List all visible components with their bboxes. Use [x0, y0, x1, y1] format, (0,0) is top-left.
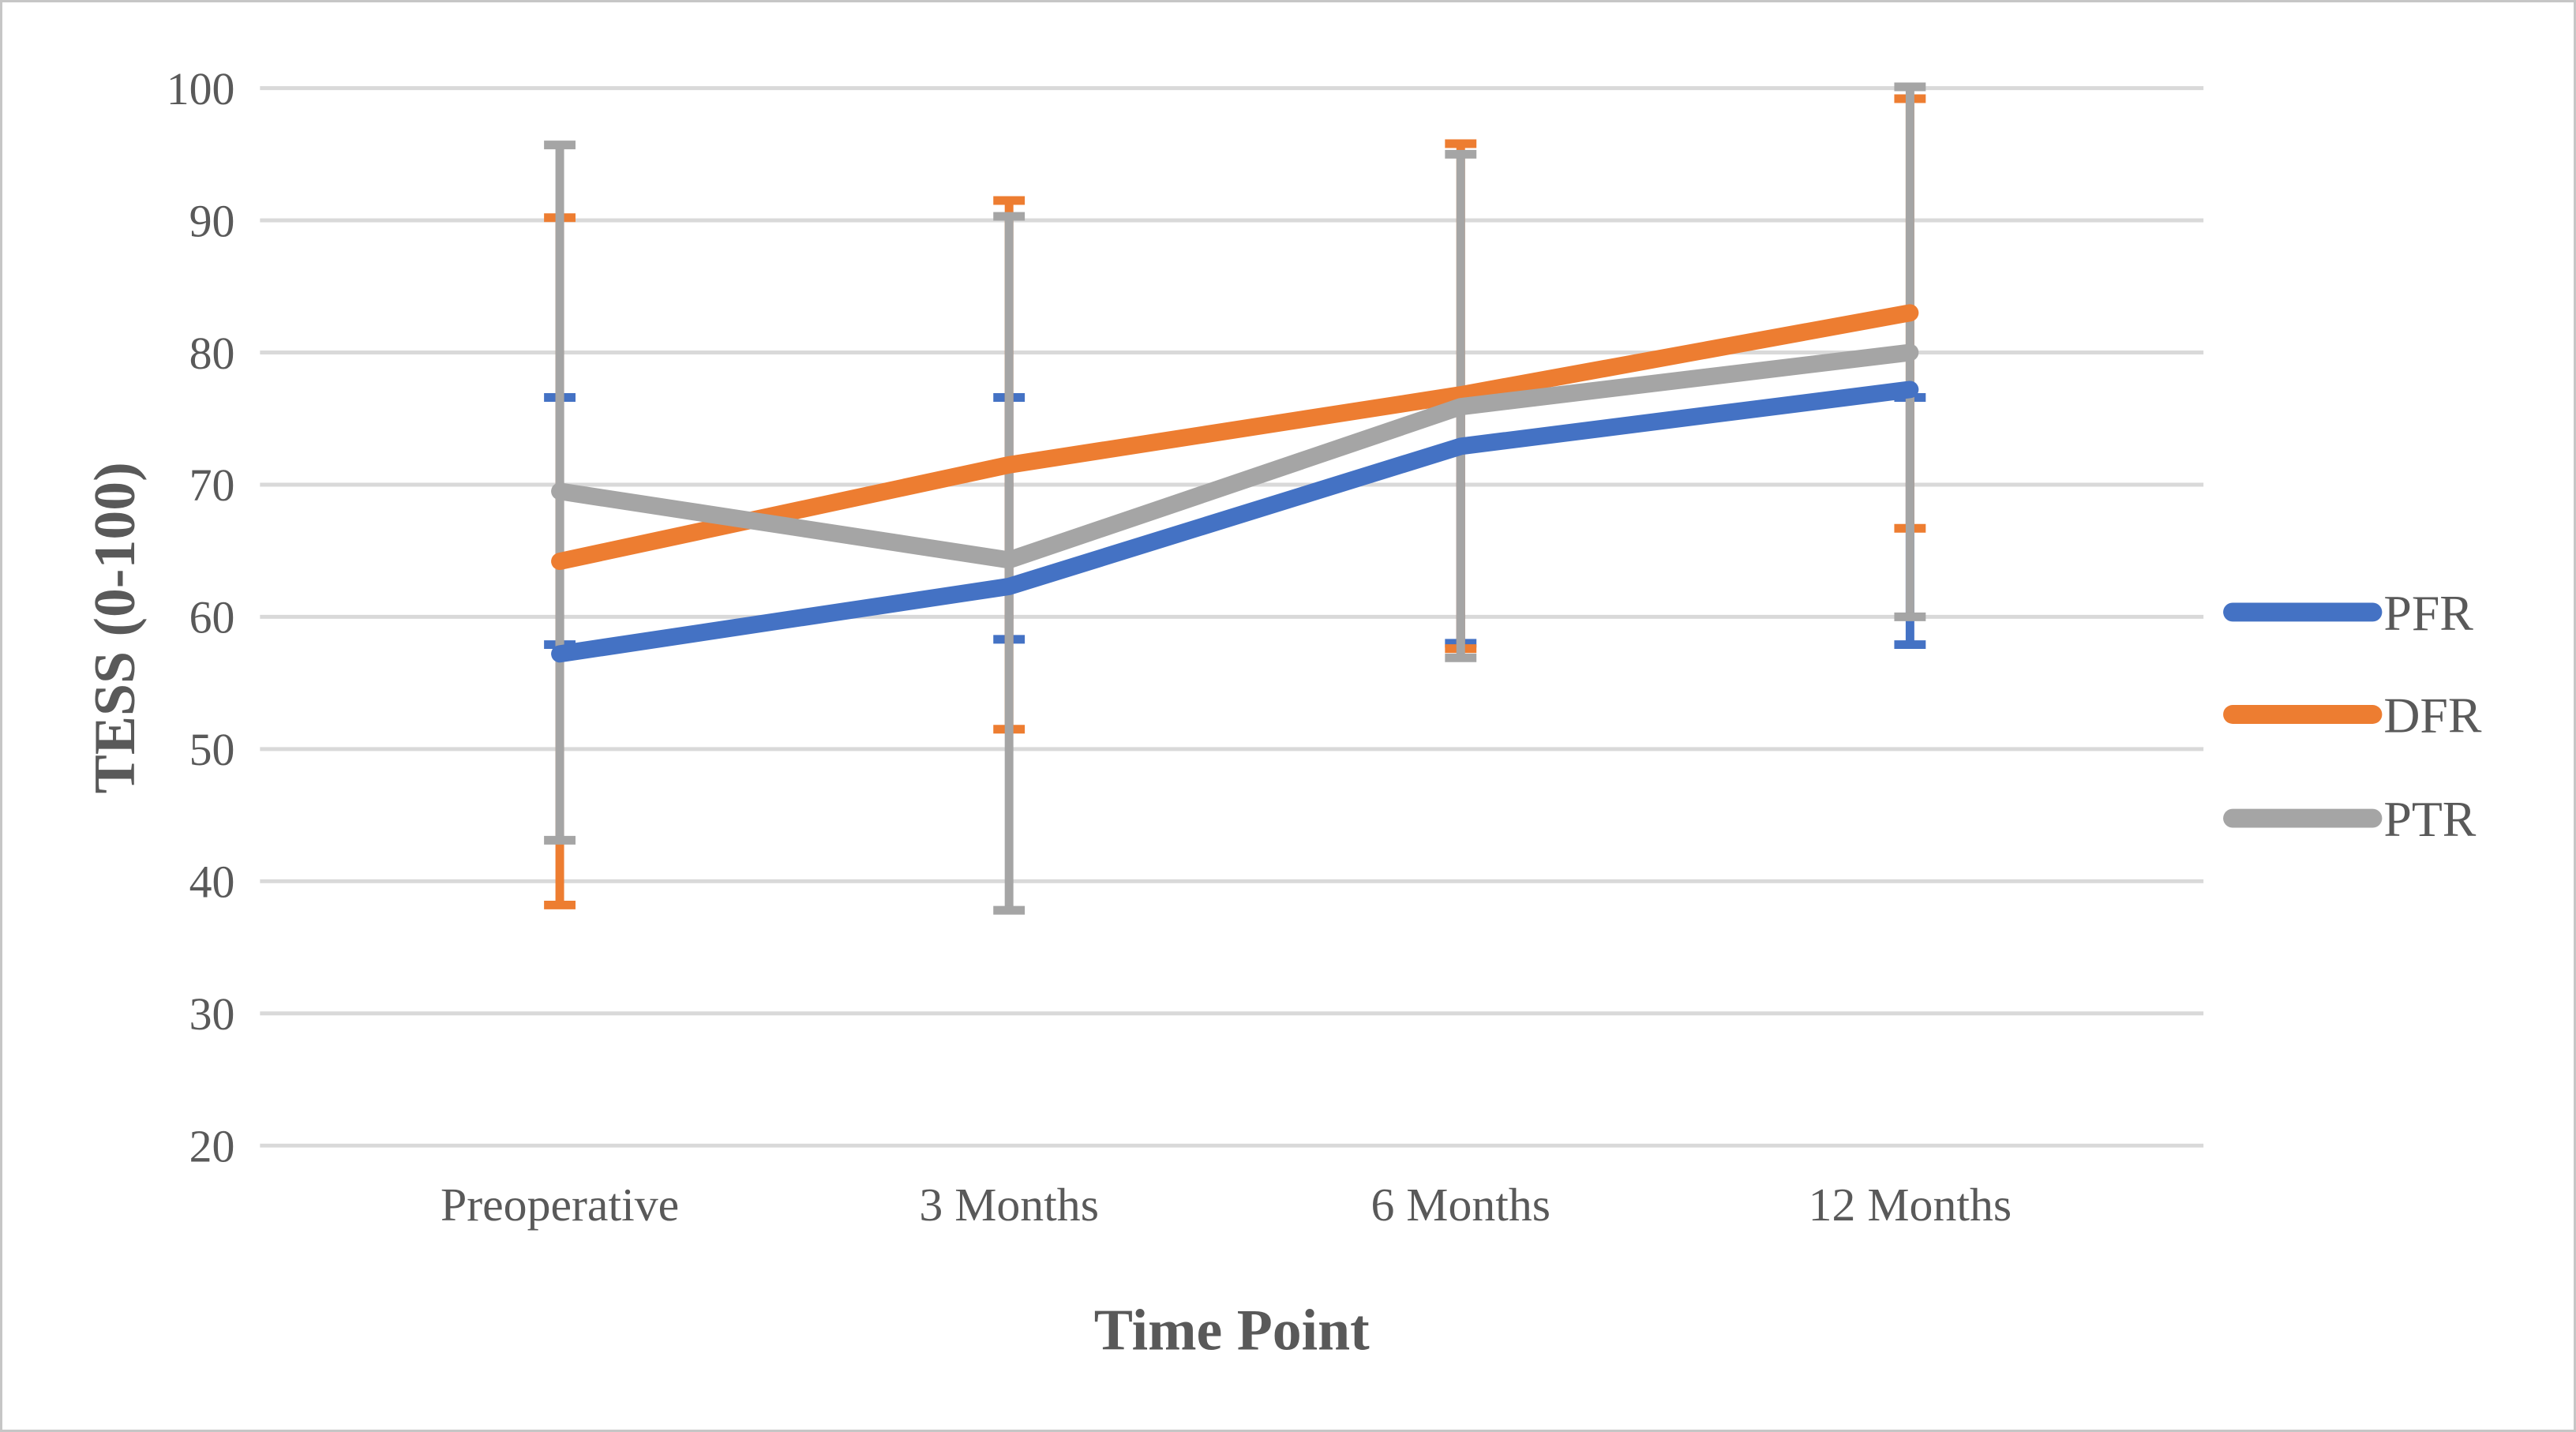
y-tick-label-40: 40	[189, 857, 235, 908]
category-label-1: 3 Months	[919, 1179, 1099, 1231]
y-tick-label-80: 80	[189, 328, 235, 379]
legend-item-DFR: DFR	[2223, 687, 2482, 743]
category-label-0: Preoperative	[441, 1179, 679, 1231]
y-tick-label-60: 60	[189, 592, 235, 643]
legend-item-PTR: PTR	[2223, 791, 2477, 847]
error-bars	[544, 82, 1926, 915]
legend: PFR DFR PTR	[2223, 585, 2482, 847]
category-label-2: 6 Months	[1370, 1179, 1550, 1231]
legend-label-PFR: PFR	[2383, 585, 2473, 641]
y-tick-label-50: 50	[189, 724, 235, 775]
legend-item-PFR: PFR	[2223, 585, 2473, 641]
series-line-DFR	[551, 304, 1919, 571]
category-label-3: 12 Months	[1809, 1179, 2012, 1231]
y-tick-label-30: 30	[189, 988, 235, 1040]
y-tick-labels: 20 30 40 50 60 70 80 90 100	[167, 63, 235, 1172]
y-tick-label-70: 70	[189, 459, 235, 511]
legend-label-DFR: DFR	[2383, 687, 2482, 743]
series-line-PTR	[551, 343, 1919, 569]
series-line-PFR	[551, 380, 1919, 663]
series-lines	[551, 304, 1919, 663]
legend-label-PTR: PTR	[2383, 791, 2476, 847]
y-axis-title: TESS (0-100)	[82, 462, 147, 793]
y-tick-label-90: 90	[189, 195, 235, 246]
y-tick-label-20: 20	[189, 1120, 235, 1171]
x-category-labels: Preoperative 3 Months 6 Months 12 Months	[441, 1179, 2012, 1231]
x-axis-title: Time Point	[1094, 1297, 1370, 1362]
y-tick-label-100: 100	[167, 63, 235, 114]
